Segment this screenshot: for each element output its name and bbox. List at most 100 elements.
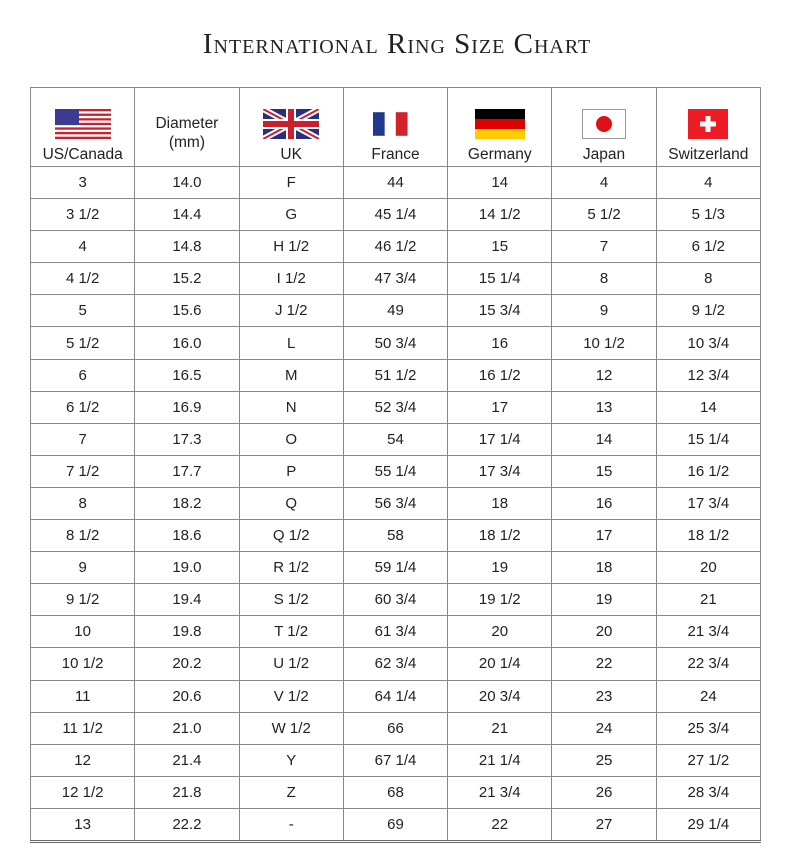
table-cell: 25: [551, 743, 657, 777]
table-cell: H 1/2: [238, 230, 344, 264]
table-cell: 54: [342, 422, 449, 456]
table-cell: 47 3/4: [342, 262, 449, 296]
table-cell: 10 3/4: [655, 326, 762, 360]
table-cell: T 1/2: [238, 615, 344, 649]
table-cell: 12 3/4: [655, 358, 762, 392]
table-cell: F: [238, 165, 344, 200]
table-row: 11 1/2 21.0 W 1/2 66 21 24 25 3/4: [29, 711, 762, 745]
table-cell: 27 1/2: [655, 743, 762, 777]
table-cell: 19.0: [134, 551, 240, 585]
table-row: 6 1/2 16.9 N 52 3/4 17 13 14: [29, 390, 762, 424]
header-france: France: [342, 87, 449, 167]
table-cell: 5: [29, 294, 136, 328]
table-cell: W 1/2: [238, 711, 344, 745]
table-cell: 22: [551, 647, 657, 681]
table-cell: Y: [238, 743, 344, 777]
table-cell: 4: [551, 165, 657, 200]
table-cell: 16.9: [134, 390, 240, 424]
table-cell: 16: [551, 486, 657, 521]
header-row: US/Canada Diameter (mm) UK France: [29, 87, 762, 167]
header-label: Diameter (mm): [155, 115, 219, 151]
table-cell: 58: [342, 519, 449, 553]
table-cell: 6 1/2: [29, 390, 136, 424]
table-cell: 15: [551, 454, 657, 488]
table-cell: 27: [551, 807, 657, 843]
table-row: 7 1/2 17.7 P 55 1/4 17 3/4 15 16 1/2: [29, 454, 762, 488]
table-cell: 62 3/4: [342, 647, 449, 681]
table-cell: 50 3/4: [342, 326, 449, 360]
table-cell: -: [238, 807, 344, 843]
table-cell: 68: [342, 775, 449, 809]
table-cell: 8: [655, 262, 762, 296]
table-cell: 20 3/4: [447, 679, 553, 713]
table-cell: 20 1/4: [447, 647, 553, 681]
table-cell: 19 1/2: [447, 583, 553, 617]
table-cell: 16: [447, 326, 553, 360]
table-row: 3 14.0 F 44 14 4 4: [29, 165, 762, 200]
table-cell: 66: [342, 711, 449, 745]
table-cell: 14: [447, 165, 553, 200]
table-cell: 10: [29, 615, 136, 649]
table-cell: 13: [551, 390, 657, 424]
table-row: 4 14.8 H 1/2 46 1/2 15 7 6 1/2: [29, 230, 762, 264]
table-cell: 21: [447, 711, 553, 745]
table-cell: 20: [447, 615, 553, 649]
table-cell: 10 1/2: [29, 647, 136, 681]
header-label: Switzerland: [668, 146, 749, 163]
germany-flag-icon: [474, 109, 525, 139]
table-cell: 16 1/2: [655, 454, 762, 488]
table-cell: 64 1/4: [342, 679, 449, 713]
table-cell: 28 3/4: [655, 775, 762, 809]
table-cell: 51 1/2: [342, 358, 449, 392]
table-cell: 5 1/2: [551, 198, 657, 232]
table-cell: 16.0: [134, 326, 240, 360]
table-cell: 10 1/2: [551, 326, 657, 360]
table-cell: 5 1/2: [29, 326, 136, 360]
table-cell: 25 3/4: [655, 711, 762, 745]
table-cell: 7: [29, 422, 136, 456]
table-cell: R 1/2: [238, 551, 344, 585]
header-switzerland: Switzerland: [655, 87, 762, 167]
table-cell: Q 1/2: [238, 519, 344, 553]
table-cell: Q: [238, 486, 344, 521]
header-japan: Japan: [551, 87, 657, 167]
table-row: 5 15.6 J 1/2 49 15 3/4 9 9 1/2: [29, 294, 762, 328]
table-cell: 15.2: [134, 262, 240, 296]
table-cell: 14.8: [134, 230, 240, 264]
table-row: 12 21.4 Y 67 1/4 21 1/4 25 27 1/2: [29, 743, 762, 777]
table-cell: 61 3/4: [342, 615, 449, 649]
table-cell: 11 1/2: [29, 711, 136, 745]
table-cell: 26: [551, 775, 657, 809]
table-cell: 24: [655, 679, 762, 713]
table-cell: I 1/2: [238, 262, 344, 296]
table-cell: 20.2: [134, 647, 240, 681]
table-cell: 9 1/2: [29, 583, 136, 617]
table-cell: V 1/2: [238, 679, 344, 713]
table-cell: 21.4: [134, 743, 240, 777]
table-cell: 19: [447, 551, 553, 585]
table-row: 8 18.2 Q 56 3/4 18 16 17 3/4: [29, 486, 762, 521]
table-cell: 22 3/4: [655, 647, 762, 681]
table-cell: 19.8: [134, 615, 240, 649]
table-cell: 21 3/4: [447, 775, 553, 809]
table-cell: 22: [447, 807, 553, 843]
table-cell: J 1/2: [238, 294, 344, 328]
table-cell: 20: [655, 551, 762, 585]
table-cell: 19.4: [134, 583, 240, 617]
table-cell: 5 1/3: [655, 198, 762, 232]
table-cell: 8: [29, 486, 136, 521]
table-cell: 15 3/4: [447, 294, 553, 328]
table-cell: 18.2: [134, 486, 240, 521]
table-cell: S 1/2: [238, 583, 344, 617]
table-cell: G: [238, 198, 344, 232]
table-cell: 52 3/4: [342, 390, 449, 424]
ring-size-table: US/Canada Diameter (mm) UK France: [29, 87, 762, 843]
uk-flag-icon: [263, 109, 320, 139]
table-cell: 3 1/2: [29, 198, 136, 232]
table-cell: 17: [447, 390, 553, 424]
table-cell: 55 1/4: [342, 454, 449, 488]
table-row: 4 1/2 15.2 I 1/2 47 3/4 15 1/4 8 8: [29, 262, 762, 296]
table-cell: Z: [238, 775, 344, 809]
table-cell: N: [238, 390, 344, 424]
table-row: 12 1/2 21.8 Z 68 21 3/4 26 28 3/4: [29, 775, 762, 809]
